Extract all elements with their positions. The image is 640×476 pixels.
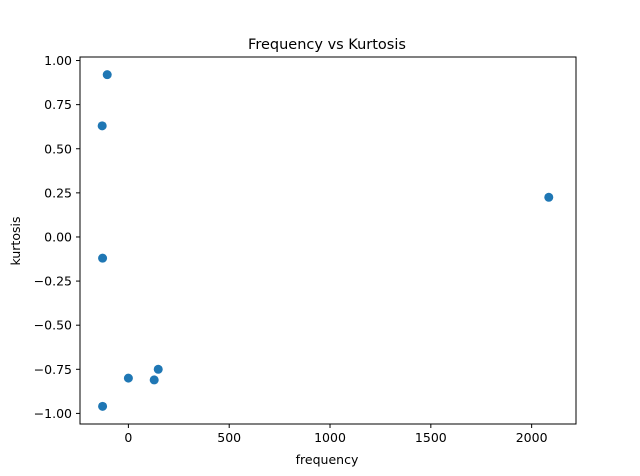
plot-frame [79,56,577,425]
y-tick-label: −0.50 [34,318,72,333]
y-tick-label: 0.25 [44,185,72,200]
x-tick-label: 1500 [415,430,447,445]
x-tick-label: 2000 [516,430,548,445]
y-tick-label: −0.75 [34,362,72,377]
data-point [98,253,108,263]
data-point [97,121,107,131]
data-point [102,70,112,80]
data-point [149,375,159,385]
chart-title: Frequency vs Kurtosis [248,37,406,53]
y-tick-label: 0.75 [44,97,72,112]
data-point [544,192,554,202]
y-tick-label: 1.00 [44,53,72,68]
x-tick-label: 500 [217,430,241,445]
y-tick-label: 0.00 [44,229,72,244]
data-point [98,401,108,411]
x-tick-label: 0 [124,430,132,445]
y-axis-label: kurtosis [8,217,23,266]
axes-layer: 0 500 1000 1500 2000 −1.00 −0.75 −0.50 −0.25 0.00… [34,53,577,445]
y-tick-label: −0.25 [34,274,72,289]
data-point [123,373,133,383]
y-tick-label: 0.50 [44,141,72,156]
points-layer [97,70,554,411]
x-axis-label: frequency [296,452,359,467]
y-tick-label: −1.00 [34,406,72,421]
x-tick-label: 1000 [314,430,346,445]
data-point [153,364,163,374]
